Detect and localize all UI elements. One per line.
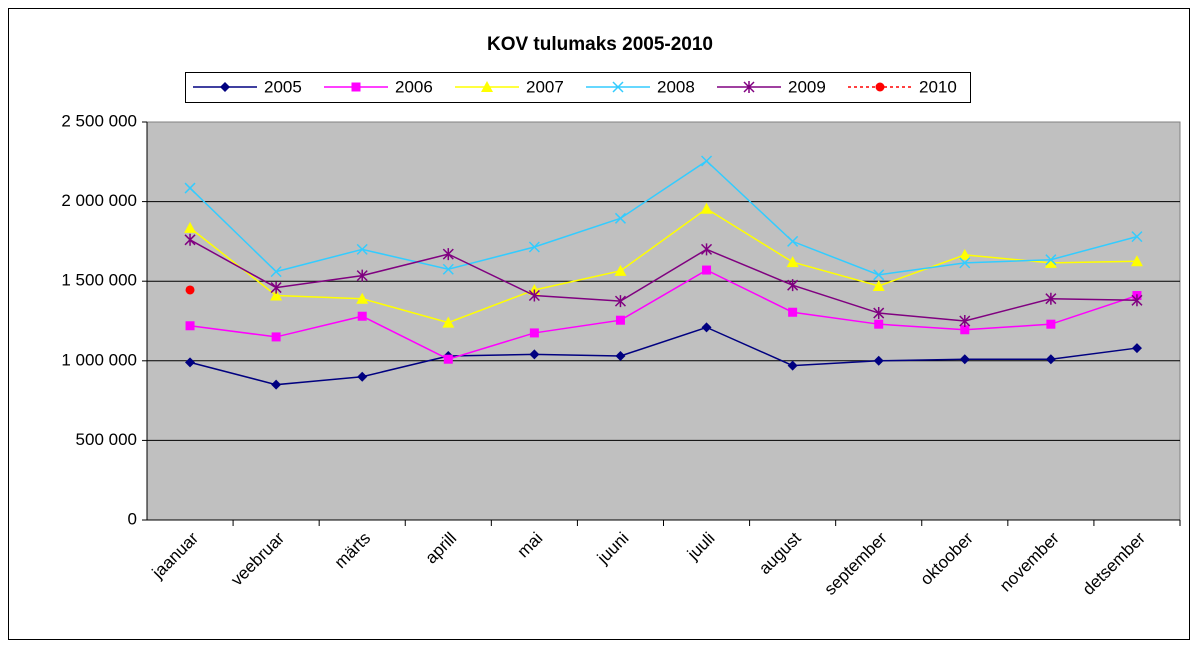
data-point — [701, 155, 713, 167]
data-point — [443, 354, 453, 364]
data-point — [528, 289, 540, 302]
data-point — [958, 248, 971, 260]
data-point — [270, 281, 282, 294]
data-point — [529, 328, 539, 338]
data-point — [873, 307, 885, 320]
legend-marker — [875, 82, 885, 92]
data-point — [442, 316, 455, 328]
data-point — [1045, 292, 1057, 305]
data-point — [1045, 254, 1057, 266]
data-point — [1131, 343, 1142, 354]
data-point — [702, 265, 712, 275]
series-line — [189, 239, 1137, 322]
data-point — [701, 243, 713, 256]
legend-marker — [220, 82, 230, 92]
legend-label: 2006 — [395, 77, 433, 96]
data-point — [788, 307, 798, 317]
legend-label: 2005 — [264, 77, 302, 96]
data-point — [356, 292, 369, 304]
data-point — [959, 315, 971, 327]
series-line — [189, 160, 1138, 276]
series-line — [189, 269, 1138, 361]
data-point — [1130, 255, 1143, 267]
data-point — [185, 321, 195, 331]
legend-marker — [481, 81, 493, 92]
legend-label: 2008 — [657, 77, 695, 96]
y-tick-label: 1 500 000 — [61, 271, 137, 290]
legend-box — [185, 72, 971, 103]
data-point — [614, 212, 626, 224]
data-point — [529, 349, 540, 360]
legend-marker — [612, 81, 624, 93]
data-point — [1044, 256, 1057, 268]
data-point — [356, 243, 368, 255]
legend-label: 2009 — [788, 77, 826, 96]
data-point — [959, 354, 970, 365]
data-point — [184, 221, 197, 233]
data-point — [356, 269, 368, 282]
chart-title: KOV tulumaks 2005-2010 — [487, 34, 713, 55]
data-point — [872, 279, 885, 291]
data-point — [357, 371, 368, 382]
legend-marker — [743, 81, 755, 93]
data-point — [184, 233, 196, 246]
data-point — [1045, 354, 1056, 365]
data-point — [442, 263, 454, 275]
y-tick-label: 2 000 000 — [61, 191, 137, 210]
data-point — [185, 357, 196, 368]
data-point — [614, 264, 627, 276]
data-point — [701, 322, 712, 333]
data-point — [873, 355, 884, 366]
data-point — [960, 325, 970, 335]
data-point — [1046, 319, 1056, 329]
data-point — [787, 235, 799, 247]
data-point — [959, 257, 971, 269]
y-tick-label: 500 000 — [76, 430, 137, 449]
series-line — [189, 326, 1138, 386]
data-point — [270, 289, 283, 301]
series-line — [189, 207, 1137, 324]
data-point — [442, 248, 454, 261]
y-tick-label: 1 000 000 — [61, 350, 137, 369]
data-point — [874, 319, 884, 329]
data-point — [1131, 231, 1143, 243]
legend-label: 2010 — [919, 77, 957, 96]
data-point — [271, 332, 281, 342]
legend-label: 2007 — [526, 77, 564, 96]
y-tick-label: 0 — [128, 509, 137, 528]
data-point — [614, 295, 626, 308]
data-point — [184, 182, 196, 194]
data-point — [615, 315, 625, 325]
data-point — [787, 360, 798, 371]
data-point — [528, 241, 540, 253]
data-point — [357, 311, 367, 321]
data-point — [185, 285, 195, 295]
data-point — [873, 269, 885, 281]
data-point — [270, 266, 282, 278]
data-point — [786, 256, 799, 268]
data-point — [271, 379, 282, 390]
data-point — [787, 279, 799, 292]
legend-marker — [351, 82, 361, 92]
data-point — [1131, 294, 1143, 307]
y-tick-label: 2 500 000 — [61, 111, 137, 130]
plot-area — [146, 121, 1181, 521]
data-point — [615, 351, 626, 362]
data-point — [700, 202, 713, 214]
